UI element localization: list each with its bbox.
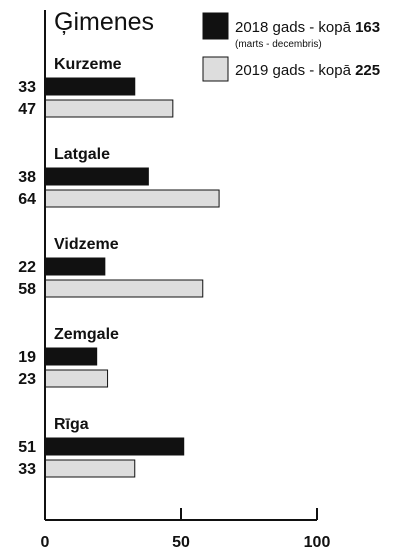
bar-vidzeme-1	[44, 279, 204, 298]
region-label-latgale: Latgale	[54, 146, 110, 163]
chart-title: Ģimenes	[54, 8, 154, 36]
legend-swatch-2019	[202, 56, 229, 82]
bar-latgale-1	[44, 189, 220, 208]
legend-label-2019-prefix: 2019 gads - kopā	[235, 62, 355, 79]
legend-swatch-2018	[202, 12, 229, 40]
value-label-latgale-1: 64	[18, 191, 36, 208]
bar-rga-1	[44, 459, 136, 478]
legend: 2018 gads - kopā 163 (marts - decembris)…	[202, 12, 380, 82]
x-ticks: 0 50 100	[41, 508, 331, 551]
x-tick-label-50: 50	[172, 534, 190, 551]
value-label-kurzeme-0: 33	[18, 79, 36, 96]
legend-total-2019: 225	[355, 62, 380, 79]
bar-vidzeme-0	[44, 257, 106, 276]
value-label-kurzeme-1: 47	[18, 101, 36, 118]
bar-zemgale-1	[44, 369, 109, 388]
bar-latgale-0	[44, 167, 149, 186]
bar-kurzeme-0	[44, 77, 136, 96]
x-tick-label-0: 0	[41, 534, 50, 551]
region-label-rga: Rīga	[54, 416, 89, 433]
plot-area: Kurzeme 33 47 Latgale 38 64 Vidzeme 22 58 Zemgale…	[18, 56, 220, 478]
value-label-vidzeme-0: 22	[18, 259, 36, 276]
legend-label-2019: 2019 gads - kopā 225	[235, 62, 380, 79]
legend-note-2018: (marts - decembris)	[235, 39, 322, 50]
region-label-kurzeme: Kurzeme	[54, 56, 122, 73]
value-label-vidzeme-1: 58	[18, 281, 36, 298]
legend-label-2018-prefix: 2018 gads - kopā	[235, 19, 355, 36]
value-label-zemgale-0: 19	[18, 349, 36, 366]
bar-rga-0	[44, 437, 185, 456]
legend-label-2018: 2018 gads - kopā 163	[235, 19, 380, 36]
legend-total-2018: 163	[355, 19, 380, 36]
value-label-rga-0: 51	[18, 439, 36, 456]
value-label-latgale-0: 38	[18, 169, 36, 186]
bar-kurzeme-1	[44, 99, 174, 118]
region-label-zemgale: Zemgale	[54, 326, 119, 343]
x-tick-label-100: 100	[304, 534, 331, 551]
value-label-zemgale-1: 23	[18, 371, 36, 388]
bar-zemgale-0	[44, 347, 98, 366]
region-label-vidzeme: Vidzeme	[54, 236, 119, 253]
value-label-rga-1: 33	[18, 461, 36, 478]
